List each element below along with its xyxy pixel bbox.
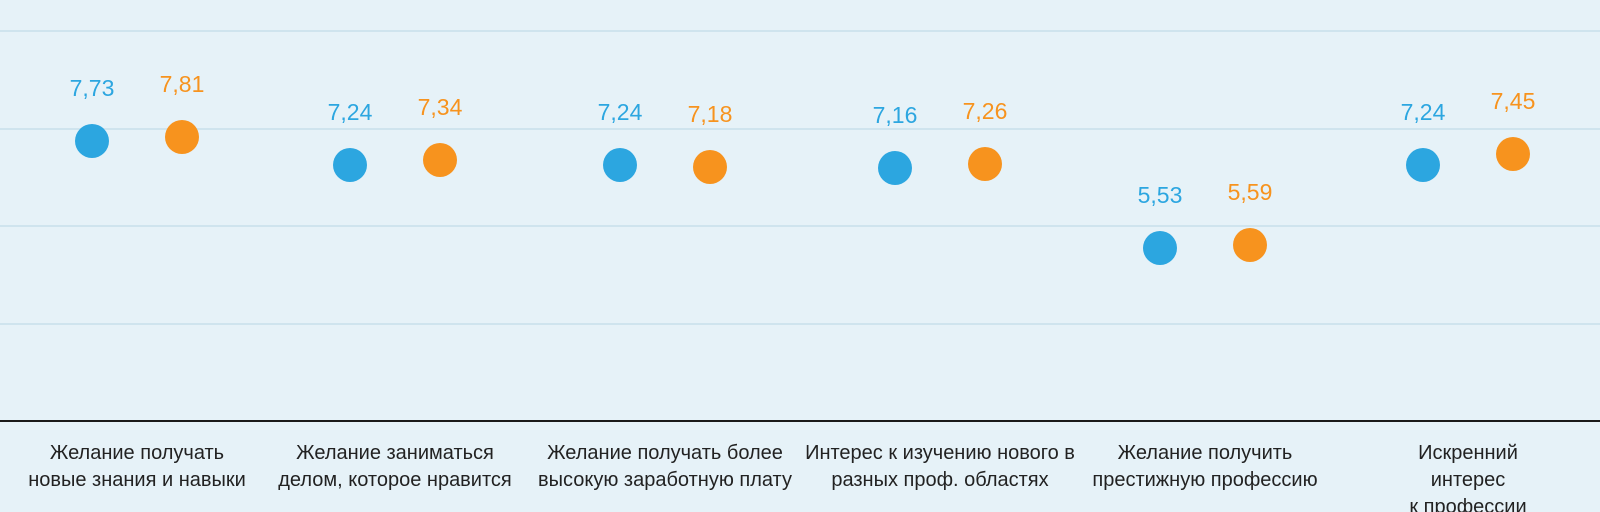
value-label-blue: 7,24: [328, 99, 373, 126]
value-label-blue: 7,16: [873, 102, 918, 129]
value-label-orange: 7,34: [418, 94, 463, 121]
value-label-blue: 5,53: [1138, 182, 1183, 209]
data-dot-blue: [75, 124, 109, 158]
data-dot-blue: [333, 148, 367, 182]
data-dot-blue: [1143, 231, 1177, 265]
value-label-orange: 7,18: [688, 101, 733, 128]
category-label: Интерес к изучению нового в разных проф.…: [805, 440, 1075, 494]
value-label-orange: 7,45: [1491, 88, 1536, 115]
value-label-blue: 7,24: [598, 99, 643, 126]
data-dot-orange: [693, 150, 727, 184]
value-label-orange: 7,81: [160, 71, 205, 98]
gridline: [0, 323, 1600, 325]
value-label-blue: 7,73: [70, 75, 115, 102]
category-label: Искренний интерес к профессии: [1402, 440, 1534, 512]
x-axis: [0, 420, 1600, 422]
data-dot-orange: [1233, 228, 1267, 262]
data-dot-blue: [878, 151, 912, 185]
data-dot-orange: [968, 147, 1002, 181]
category-label: Желание получать новые знания и навыки: [28, 440, 246, 494]
gridline: [0, 225, 1600, 227]
data-dot-orange: [1496, 137, 1530, 171]
category-label: Желание заниматься делом, которое нравит…: [278, 440, 512, 494]
category-label: Желание получить престижную профессию: [1092, 440, 1317, 494]
category-label: Желание получать более высокую заработну…: [538, 440, 792, 494]
dot-chart: 7,73 7,81 Желание получать новые знания и …: [0, 0, 1600, 512]
gridline: [0, 128, 1600, 130]
data-dot-blue: [603, 148, 637, 182]
data-dot-blue: [1406, 148, 1440, 182]
data-dot-orange: [423, 143, 457, 177]
value-label-orange: 5,59: [1228, 179, 1273, 206]
gridline: [0, 30, 1600, 32]
value-label-blue: 7,24: [1401, 99, 1446, 126]
data-dot-orange: [165, 120, 199, 154]
value-label-orange: 7,26: [963, 98, 1008, 125]
